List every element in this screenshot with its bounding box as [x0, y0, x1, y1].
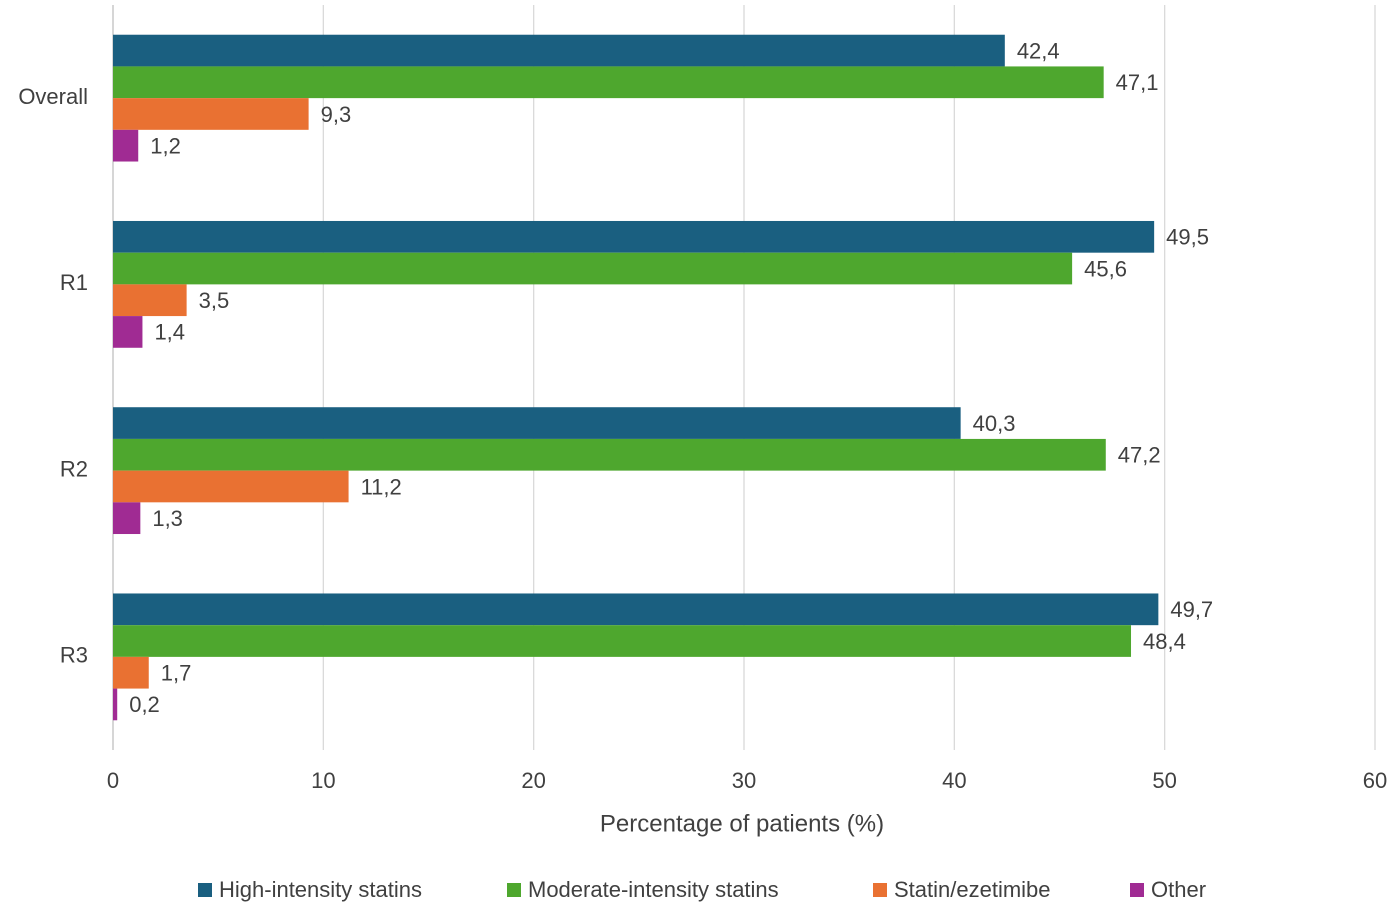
bar	[113, 502, 141, 535]
x-tick-label: 10	[311, 768, 335, 793]
data-label: 0,2	[129, 692, 160, 717]
bar	[113, 593, 1159, 626]
bar	[113, 220, 1155, 253]
bar	[113, 129, 139, 162]
data-label: 47,2	[1118, 443, 1161, 468]
data-label: 45,6	[1084, 256, 1127, 281]
x-tick-label: 20	[521, 768, 545, 793]
bar	[113, 625, 1132, 657]
data-label: 1,3	[152, 506, 183, 531]
data-label: 42,4	[1017, 38, 1060, 63]
x-tick-label: 0	[107, 768, 119, 793]
legend-label: Other	[1151, 877, 1206, 902]
bar	[113, 34, 1005, 67]
bar	[113, 438, 1106, 471]
y-tick-label: R2	[60, 456, 88, 481]
data-label: 1,4	[154, 320, 185, 345]
data-label: 1,7	[161, 661, 192, 686]
bar	[113, 470, 349, 503]
data-label: 40,3	[973, 411, 1016, 436]
legend-label: High-intensity statins	[219, 877, 422, 902]
data-label: 1,2	[150, 133, 181, 158]
legend-label: Statin/ezetimibe	[894, 877, 1051, 902]
y-tick-label: R3	[60, 643, 88, 668]
data-label: 11,2	[361, 474, 402, 499]
data-label: 49,5	[1166, 225, 1209, 250]
x-tick-label: 50	[1152, 768, 1176, 793]
data-label: 48,4	[1143, 629, 1186, 654]
bar	[113, 252, 1073, 285]
bar	[113, 407, 961, 439]
legend-swatch	[507, 883, 521, 897]
x-tick-label: 60	[1363, 768, 1387, 793]
legend-swatch	[198, 883, 212, 897]
bar	[113, 688, 118, 721]
y-tick-label: Overall	[18, 84, 88, 109]
bar	[113, 66, 1104, 99]
data-label: 3,5	[199, 288, 230, 313]
legend-swatch	[873, 883, 887, 897]
y-tick-label: R1	[60, 270, 88, 295]
bar	[113, 316, 143, 348]
bar	[113, 98, 309, 130]
legend-label: Moderate-intensity statins	[528, 877, 779, 902]
bar	[113, 656, 149, 689]
data-label: 47,1	[1116, 70, 1159, 95]
legend-swatch	[1130, 883, 1144, 897]
bar	[113, 284, 187, 317]
x-tick-label: 40	[942, 768, 966, 793]
x-axis-title: Percentage of patients (%)	[600, 810, 884, 837]
data-label: 49,7	[1170, 597, 1213, 622]
x-tick-label: 30	[732, 768, 756, 793]
data-label: 9,3	[321, 102, 352, 127]
